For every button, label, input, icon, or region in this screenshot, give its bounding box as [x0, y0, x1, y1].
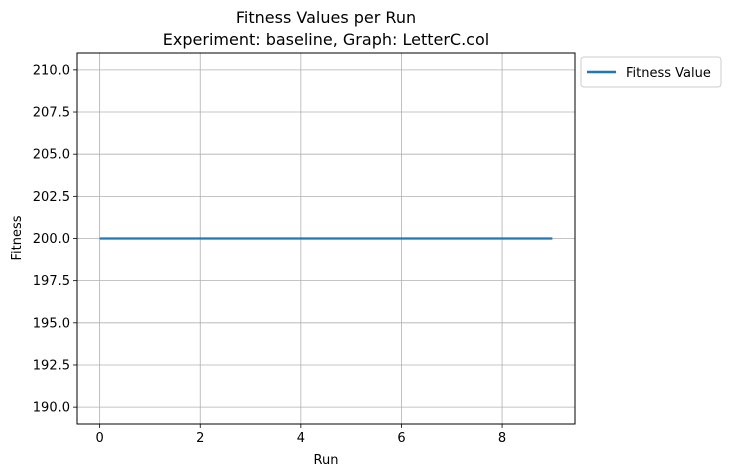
y-tick-label: 210.0 — [33, 63, 70, 78]
x-axis-label: Run — [314, 453, 339, 468]
y-tick-label: 205.0 — [33, 148, 70, 163]
x-tick-label: 6 — [397, 431, 405, 446]
legend-box — [580, 56, 722, 88]
legend: Fitness Value — [580, 56, 722, 88]
x-tick-label: 0 — [95, 431, 103, 446]
legend-label-fitness-value: Fitness Value — [626, 66, 711, 81]
y-axis-ticks: 190.0 192.5 195.0 197.5 200.0 202.5 205.0 207.5… — [33, 63, 77, 416]
y-tick-label: 200.0 — [33, 232, 70, 247]
y-tick-label: 202.5 — [33, 190, 70, 205]
y-axis-label: Fitness — [10, 215, 25, 260]
y-tick-label: 192.5 — [33, 358, 70, 373]
chart-subtitle: Experiment: baseline, Graph: LetterC.col — [163, 30, 489, 49]
y-tick-label: 197.5 — [33, 274, 70, 289]
x-tick-label: 2 — [196, 431, 204, 446]
x-tick-label: 4 — [297, 431, 305, 446]
y-tick-label: 190.0 — [33, 401, 70, 416]
y-tick-label: 195.0 — [33, 316, 70, 331]
x-tick-label: 8 — [498, 431, 506, 446]
x-axis-ticks: 0 2 4 6 8 — [95, 424, 506, 446]
y-tick-label: 207.5 — [33, 106, 70, 121]
chart-title: Fitness Values per Run — [236, 8, 416, 27]
